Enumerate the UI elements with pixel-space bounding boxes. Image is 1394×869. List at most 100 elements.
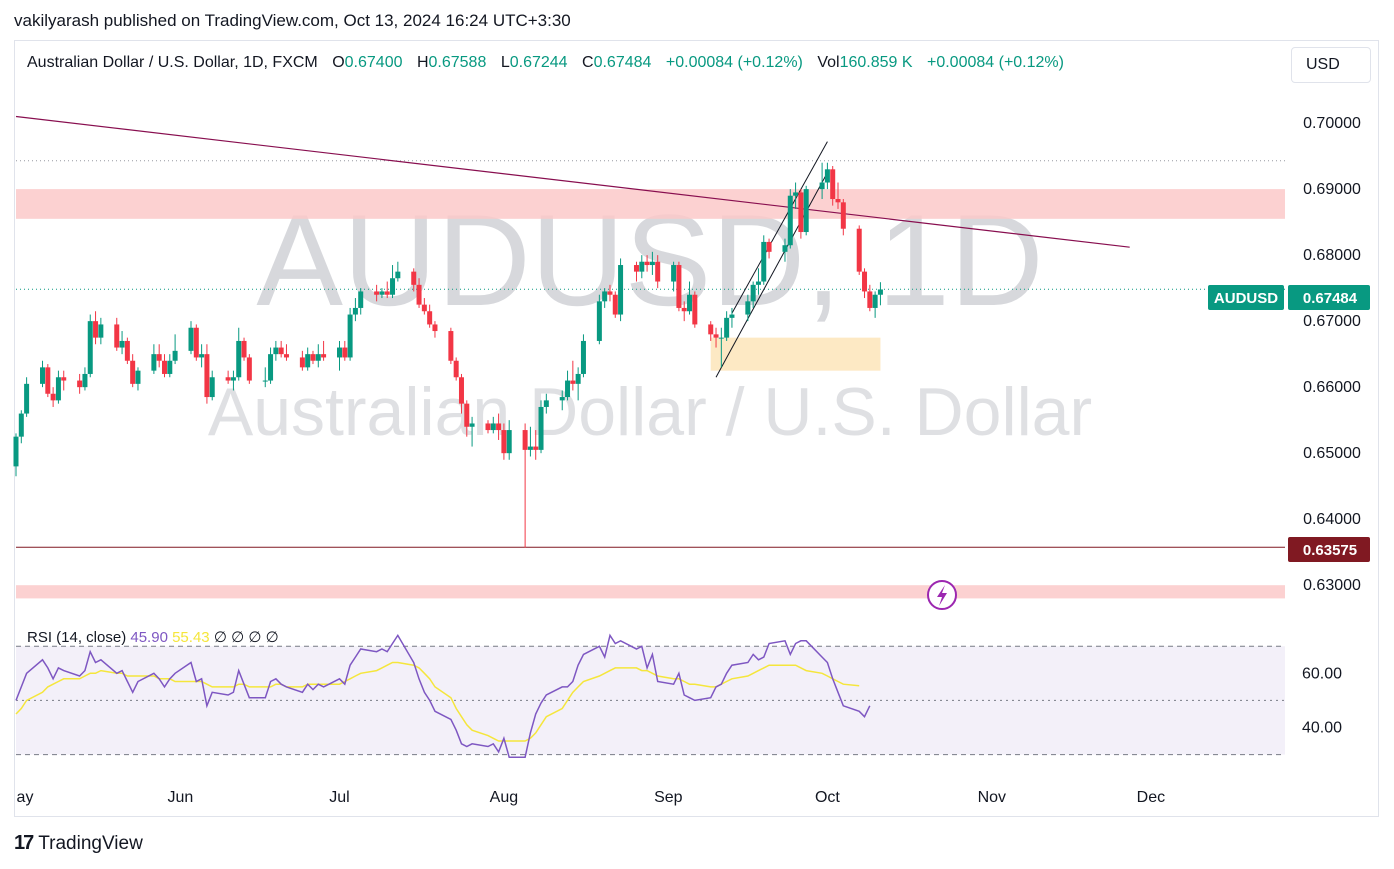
currency-button[interactable]: USD [1291,47,1371,83]
candle-body [262,380,268,382]
candle-body [708,324,714,335]
time-tick-label: Jun [168,789,194,806]
candle-body [718,337,724,339]
time-tick-label: Dec [1137,789,1165,806]
candle-body [607,291,613,295]
current-value-label: 0.67484 [1303,290,1358,307]
price-tick-label: 0.68000 [1303,247,1361,264]
candle-body [93,321,99,338]
candle-body [485,423,491,431]
candle-body [230,377,236,381]
candle-body [575,373,581,384]
lightning-icon[interactable] [927,580,957,610]
candle-body [639,261,645,272]
candle-body [618,265,624,315]
zones [16,189,1285,599]
rsi-extra-1: ∅ [213,629,227,646]
candle-body [570,380,576,384]
line-value-box [1288,537,1370,562]
candle-body [862,271,868,292]
candle-body [236,340,242,378]
high-label: H [416,54,429,71]
candle-body [612,294,618,315]
candle-body [283,354,289,358]
rsi-legend: RSI (14, close) 45.90 55.43 ∅ ∅ ∅ ∅ [27,628,279,646]
candle-body [427,311,433,325]
symbol-description[interactable]: Australian Dollar / U.S. Dollar, 1D, FXC… [27,54,318,71]
open-value: 0.67400 [344,54,403,71]
candle-body [580,340,586,374]
candle-body [241,340,247,358]
candle-body [421,304,427,312]
candle-body [867,291,873,308]
candle-body [787,195,793,246]
candle-body [750,284,756,302]
tradingview-logo[interactable]: 17 TradingView [14,832,143,855]
published-line: vakilyarash published on TradingView.com… [14,11,571,30]
candle-body [135,370,141,384]
candle-body [448,331,454,361]
candle-body [527,446,533,450]
watermark-description: Australian Dollar / U.S. Dollar [208,374,1092,450]
candle-body [337,347,342,358]
candle-body [98,324,104,338]
candle-body [45,367,51,394]
rsi-tick-label: 40.00 [1302,720,1342,737]
candle-body [506,430,512,454]
symbol-legend: Australian Dollar / U.S. Dollar, 1D, FXC… [27,54,1064,72]
candle-body [151,354,157,371]
candle-body [671,265,677,282]
candle-body [130,360,136,384]
candle-body [522,430,528,450]
price-tick-label: 0.70000 [1303,115,1361,132]
candle-body [18,413,24,437]
rsi-extra-2: ∅ [231,629,245,646]
candle-body [77,380,83,388]
candle-body [835,199,841,203]
candle-body [193,327,199,358]
candle-body [246,357,252,381]
candle-body [209,377,215,398]
candle-body [119,340,125,348]
candle-body [644,261,650,266]
time-axis[interactable]: ay Jun Jul Aug Sep Oct Nov Dec [17,789,1166,806]
price-tick-label: 0.65000 [1303,445,1361,462]
channel-lower-line [715,172,828,378]
low-label: L [500,54,510,71]
candle-body [453,360,459,378]
candle-body [374,291,380,295]
rsi-scale[interactable]: 60.00 40.00 [1302,665,1342,736]
channel-upper-line [731,141,828,314]
candle-body [559,397,565,401]
candle-body [82,373,88,388]
volume-change: +0.00084 (+0.12%) [926,54,1064,71]
candle-body [803,189,809,233]
candle-body [464,403,470,427]
candle-body [713,334,719,338]
candle-body [347,314,353,358]
candle-body [188,327,194,351]
candle-body [490,423,496,431]
candle-body [496,423,502,431]
chart-frame [14,40,1379,817]
time-tick-label: ay [17,789,34,806]
candle-body [872,294,878,308]
change-value: +0.00084 (+0.12%) [665,54,803,71]
candle-body [310,354,316,361]
candle-body [167,360,173,374]
candle-body [315,354,321,361]
candle-body [633,265,639,272]
candle-body [384,291,390,295]
candle-body [225,377,231,381]
time-tick-label: Sep [654,789,683,806]
candle-body [199,354,205,358]
candle-body [687,294,693,312]
candle-body [61,377,67,381]
resistance-zone [16,189,1285,219]
rsi-extra-4: ∅ [265,629,279,646]
price-scale[interactable]: 0.63000 0.64000 0.65000 0.66000 0.67000 0.680… [1303,115,1361,594]
rsi-extra-3: ∅ [248,629,262,646]
candle-body [766,241,772,252]
rsi-title[interactable]: RSI (14, close) [27,629,127,646]
